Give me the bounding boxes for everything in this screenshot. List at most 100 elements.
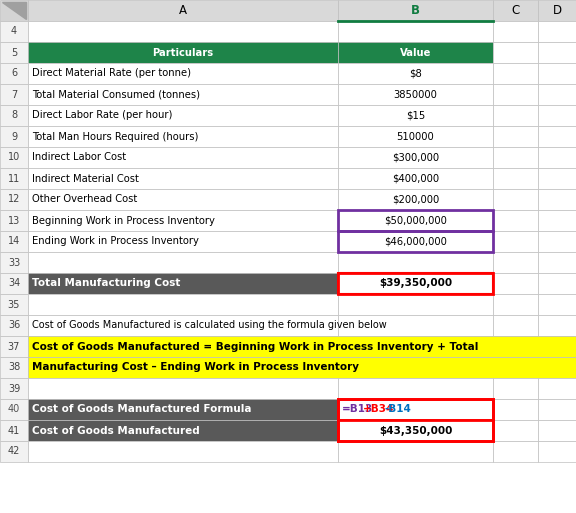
Bar xyxy=(28,357,576,378)
Bar xyxy=(28,441,338,462)
Bar xyxy=(28,378,338,399)
Bar xyxy=(493,378,538,399)
Bar xyxy=(338,42,493,63)
Bar xyxy=(493,63,538,84)
Bar xyxy=(28,0,338,21)
Bar xyxy=(28,420,338,441)
Bar xyxy=(28,336,576,357)
Bar xyxy=(338,231,493,252)
Bar xyxy=(28,399,338,420)
Bar xyxy=(493,105,538,126)
Bar xyxy=(538,399,576,420)
Bar xyxy=(493,42,538,63)
Text: 7: 7 xyxy=(11,89,17,100)
Bar xyxy=(493,189,538,210)
Text: Cost of Goods Manufactured is calculated using the formula given below: Cost of Goods Manufactured is calculated… xyxy=(32,321,386,330)
Text: $300,000: $300,000 xyxy=(392,152,439,163)
Bar xyxy=(0,84,28,105)
Bar xyxy=(538,210,576,231)
Bar xyxy=(538,21,576,42)
Bar xyxy=(28,105,338,126)
Text: 33: 33 xyxy=(8,258,20,267)
Bar xyxy=(28,84,338,105)
Text: Indirect Labor Cost: Indirect Labor Cost xyxy=(32,152,126,163)
Bar xyxy=(338,21,493,42)
Bar xyxy=(0,441,28,462)
Bar xyxy=(338,231,493,252)
Bar xyxy=(538,252,576,273)
Bar xyxy=(493,0,538,21)
Bar xyxy=(538,147,576,168)
Bar xyxy=(338,273,493,294)
Bar xyxy=(28,189,338,210)
Bar xyxy=(338,63,493,84)
Text: 5: 5 xyxy=(11,48,17,57)
Text: 3850000: 3850000 xyxy=(393,89,437,100)
Text: 6: 6 xyxy=(11,69,17,78)
Bar xyxy=(538,420,576,441)
Bar xyxy=(538,42,576,63)
Bar xyxy=(493,399,538,420)
Bar xyxy=(538,378,576,399)
Bar xyxy=(493,84,538,105)
Text: Cost of Goods Manufactured: Cost of Goods Manufactured xyxy=(32,425,200,436)
Text: $50,000,000: $50,000,000 xyxy=(384,215,447,226)
Text: $39,350,000: $39,350,000 xyxy=(379,279,452,288)
Bar xyxy=(0,420,28,441)
Text: C: C xyxy=(511,4,520,17)
Bar xyxy=(28,147,338,168)
Text: 42: 42 xyxy=(8,446,20,457)
Text: 37: 37 xyxy=(8,342,20,351)
Polygon shape xyxy=(2,2,26,19)
Bar xyxy=(338,105,493,126)
Bar xyxy=(493,252,538,273)
Bar xyxy=(338,147,493,168)
Text: Other Overhead Cost: Other Overhead Cost xyxy=(32,194,137,205)
Bar xyxy=(493,21,538,42)
Bar xyxy=(28,126,338,147)
Text: 40: 40 xyxy=(8,404,20,415)
Bar xyxy=(28,273,338,294)
Bar xyxy=(338,210,493,231)
Text: 11: 11 xyxy=(8,173,20,184)
Text: $8: $8 xyxy=(409,69,422,78)
Text: $200,000: $200,000 xyxy=(392,194,439,205)
Text: B: B xyxy=(411,4,420,17)
Bar xyxy=(28,21,338,42)
Bar xyxy=(338,0,493,21)
Bar xyxy=(538,105,576,126)
Text: 8: 8 xyxy=(11,110,17,121)
Bar xyxy=(28,252,338,273)
Text: Direct Labor Rate (per hour): Direct Labor Rate (per hour) xyxy=(32,110,172,121)
Bar xyxy=(493,126,538,147)
Bar xyxy=(28,294,338,315)
Bar xyxy=(0,189,28,210)
Bar xyxy=(338,378,493,399)
Text: 35: 35 xyxy=(8,300,20,309)
Text: Total Material Consumed (tonnes): Total Material Consumed (tonnes) xyxy=(32,89,200,100)
Bar xyxy=(0,126,28,147)
Text: Particulars: Particulars xyxy=(153,48,214,57)
Bar xyxy=(493,231,538,252)
Text: Value: Value xyxy=(400,48,431,57)
Bar xyxy=(0,273,28,294)
Bar xyxy=(338,273,493,294)
Bar xyxy=(338,420,493,441)
Bar xyxy=(493,168,538,189)
Bar xyxy=(28,315,338,336)
Text: Total Man Hours Required (hours): Total Man Hours Required (hours) xyxy=(32,131,198,142)
Bar xyxy=(538,63,576,84)
Bar xyxy=(538,189,576,210)
Text: Indirect Material Cost: Indirect Material Cost xyxy=(32,173,139,184)
Bar xyxy=(0,315,28,336)
Text: D: D xyxy=(552,4,562,17)
Bar xyxy=(493,420,538,441)
Bar xyxy=(28,231,338,252)
Bar xyxy=(0,147,28,168)
Bar xyxy=(493,315,538,336)
Text: 13: 13 xyxy=(8,215,20,226)
Bar xyxy=(493,294,538,315)
Bar xyxy=(493,147,538,168)
Text: $46,000,000: $46,000,000 xyxy=(384,236,447,247)
Bar xyxy=(28,168,338,189)
